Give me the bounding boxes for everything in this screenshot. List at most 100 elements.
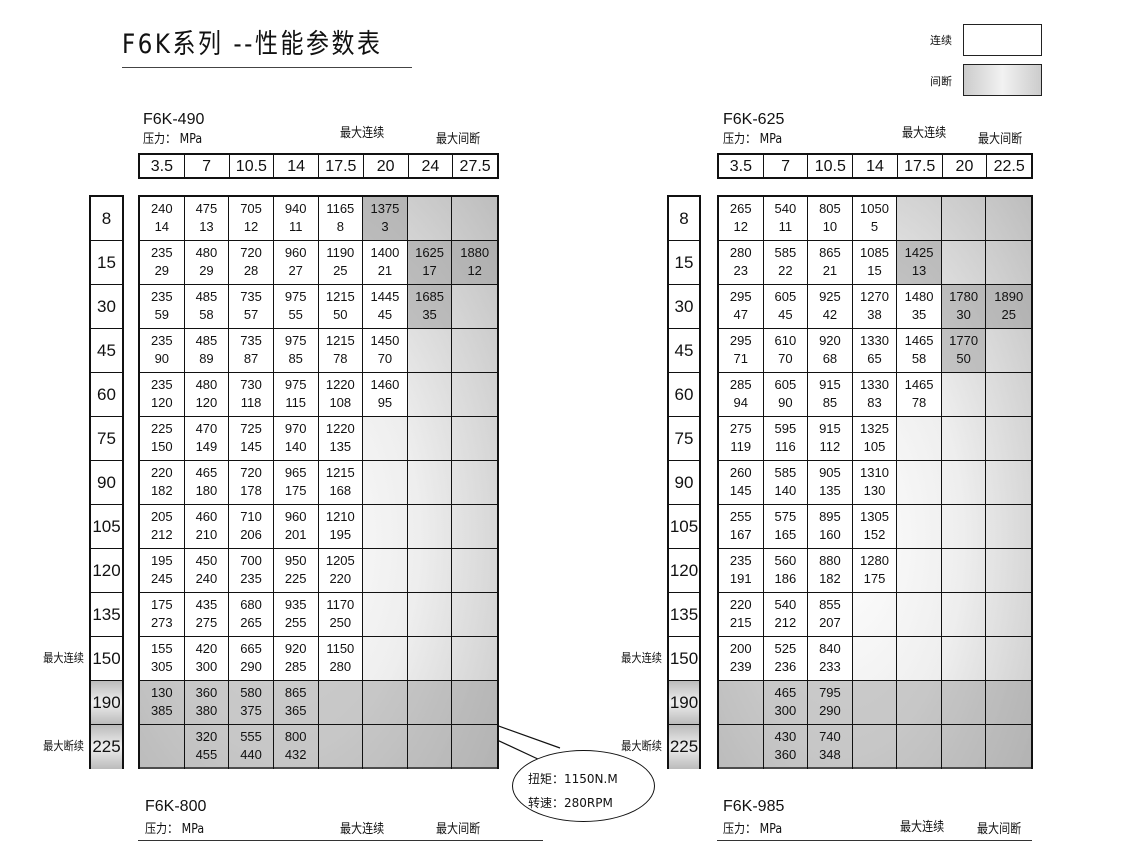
flow-row-label: 45 bbox=[91, 329, 122, 373]
speed-value: 10 bbox=[822, 219, 838, 234]
max-intermittent-label: 最大间断 bbox=[436, 822, 481, 837]
speed-value: 11 bbox=[778, 219, 793, 234]
speed-value: 235 bbox=[240, 571, 262, 586]
table-cell: 1480 35 bbox=[897, 285, 942, 329]
table-cell: 965 175 bbox=[273, 461, 319, 505]
speed-value: 42 bbox=[822, 307, 838, 322]
flow-row-label: 135 bbox=[91, 593, 122, 637]
torque-value: 465 bbox=[195, 465, 218, 480]
torque-value: 1625 bbox=[415, 245, 445, 260]
table-cell: 540 11 bbox=[763, 197, 809, 241]
speed-value: 68 bbox=[822, 351, 838, 366]
torque-value: 905 bbox=[819, 465, 841, 480]
speed-value: 300 bbox=[195, 659, 218, 674]
empty-cell bbox=[986, 725, 1031, 769]
table-cell: 430 360 bbox=[763, 725, 809, 769]
speed-value: 59 bbox=[154, 307, 170, 322]
table-cell: 720 28 bbox=[229, 241, 274, 285]
table-cell: 485 58 bbox=[184, 285, 230, 329]
torque-value: 1465 bbox=[904, 333, 934, 348]
speed-value: 140 bbox=[774, 483, 797, 498]
speed-value: 212 bbox=[150, 527, 173, 542]
table-cell: 295 47 bbox=[719, 285, 764, 329]
speed-value: 71 bbox=[733, 351, 749, 366]
table-cell: 295 71 bbox=[719, 329, 764, 373]
speed-value: 3 bbox=[381, 219, 389, 234]
torque-value: 1685 bbox=[415, 289, 445, 304]
table-cell: 610 70 bbox=[763, 329, 809, 373]
speed-value: 85 bbox=[288, 351, 303, 366]
torque-value: 610 bbox=[774, 333, 797, 348]
table-cell: 285 94 bbox=[719, 373, 764, 417]
table-cell: 1220 108 bbox=[318, 373, 364, 417]
speed-value: 70 bbox=[778, 351, 793, 366]
table-cell: 935 255 bbox=[273, 593, 319, 637]
data-grid: 240 14 475 13 705 12 940 11 1165 8 1375 3 235 29 480 29… bbox=[138, 195, 499, 769]
pressure-label: 压力： MPa bbox=[143, 132, 203, 147]
torque-value: 1310 bbox=[860, 465, 889, 480]
empty-cell bbox=[363, 593, 408, 637]
table-cell: 1465 58 bbox=[897, 329, 942, 373]
table-cell: 975 115 bbox=[273, 373, 319, 417]
table-cell: 465 180 bbox=[184, 461, 230, 505]
speed-value: 182 bbox=[150, 483, 173, 498]
speed-value: 385 bbox=[150, 703, 173, 718]
table-cell: 460 210 bbox=[184, 505, 230, 549]
table-cell: 1625 17 bbox=[407, 241, 453, 285]
table-cell: 970 140 bbox=[273, 417, 319, 461]
row-side-label: 最大连续 bbox=[43, 651, 84, 665]
pressure-header-cell: 20 bbox=[364, 155, 409, 177]
table-cell: 475 13 bbox=[184, 197, 230, 241]
empty-cell bbox=[452, 725, 497, 769]
pressure-header-cell: 10.5 bbox=[808, 155, 854, 177]
empty-cell bbox=[452, 505, 497, 549]
model-title: F6K-625 bbox=[723, 111, 785, 128]
speed-value: 87 bbox=[243, 351, 259, 366]
table-cell: 1190 25 bbox=[318, 241, 364, 285]
table-cell: 1150 280 bbox=[318, 637, 364, 681]
speed-value: 38 bbox=[867, 307, 882, 322]
max-intermittent-label: 最大间断 bbox=[436, 132, 481, 147]
empty-cell bbox=[407, 329, 453, 373]
table-cell: 585 140 bbox=[763, 461, 809, 505]
speed-value: 115 bbox=[285, 395, 307, 410]
table-cell: 1450 70 bbox=[363, 329, 408, 373]
empty-cell bbox=[941, 505, 987, 549]
empty-cell bbox=[852, 593, 898, 637]
empty-cell bbox=[897, 593, 942, 637]
empty-cell bbox=[407, 197, 453, 241]
divider bbox=[138, 840, 543, 841]
empty-cell bbox=[452, 373, 497, 417]
table-cell: 840 233 bbox=[808, 637, 853, 681]
torque-value: 960 bbox=[284, 509, 307, 524]
table-cell: 280 23 bbox=[719, 241, 764, 285]
torque-value: 555 bbox=[240, 729, 262, 744]
empty-cell bbox=[407, 417, 453, 461]
table-cell: 265 12 bbox=[719, 197, 764, 241]
table-cell: 1325 105 bbox=[852, 417, 898, 461]
torque-value: 920 bbox=[284, 641, 307, 656]
pressure-header-cell: 7 bbox=[764, 155, 809, 177]
table-cell: 700 235 bbox=[229, 549, 274, 593]
table-cell: 480 29 bbox=[184, 241, 230, 285]
torque-value: 1215 bbox=[325, 289, 355, 304]
empty-cell bbox=[986, 505, 1031, 549]
pressure-header-cell: 3.5 bbox=[719, 155, 764, 177]
table-cell: 735 87 bbox=[229, 329, 274, 373]
torque-value: 360 bbox=[195, 685, 218, 700]
speed-value: 120 bbox=[150, 395, 173, 410]
table-cell: 665 290 bbox=[229, 637, 274, 681]
empty-cell bbox=[719, 681, 764, 725]
torque-value: 725 bbox=[240, 421, 262, 436]
speed-value: 265 bbox=[240, 615, 262, 630]
torque-value: 680 bbox=[240, 597, 262, 612]
speed-value: 105 bbox=[863, 439, 886, 454]
table-cell: 235 59 bbox=[140, 285, 185, 329]
flow-row-label: 30 bbox=[669, 285, 699, 329]
empty-cell bbox=[452, 637, 497, 681]
empty-cell bbox=[897, 681, 942, 725]
flow-row-label: 150 bbox=[669, 637, 699, 681]
speed-value: 35 bbox=[422, 307, 437, 322]
table-cell: 925 42 bbox=[808, 285, 853, 329]
torque-value: 155 bbox=[150, 641, 173, 656]
